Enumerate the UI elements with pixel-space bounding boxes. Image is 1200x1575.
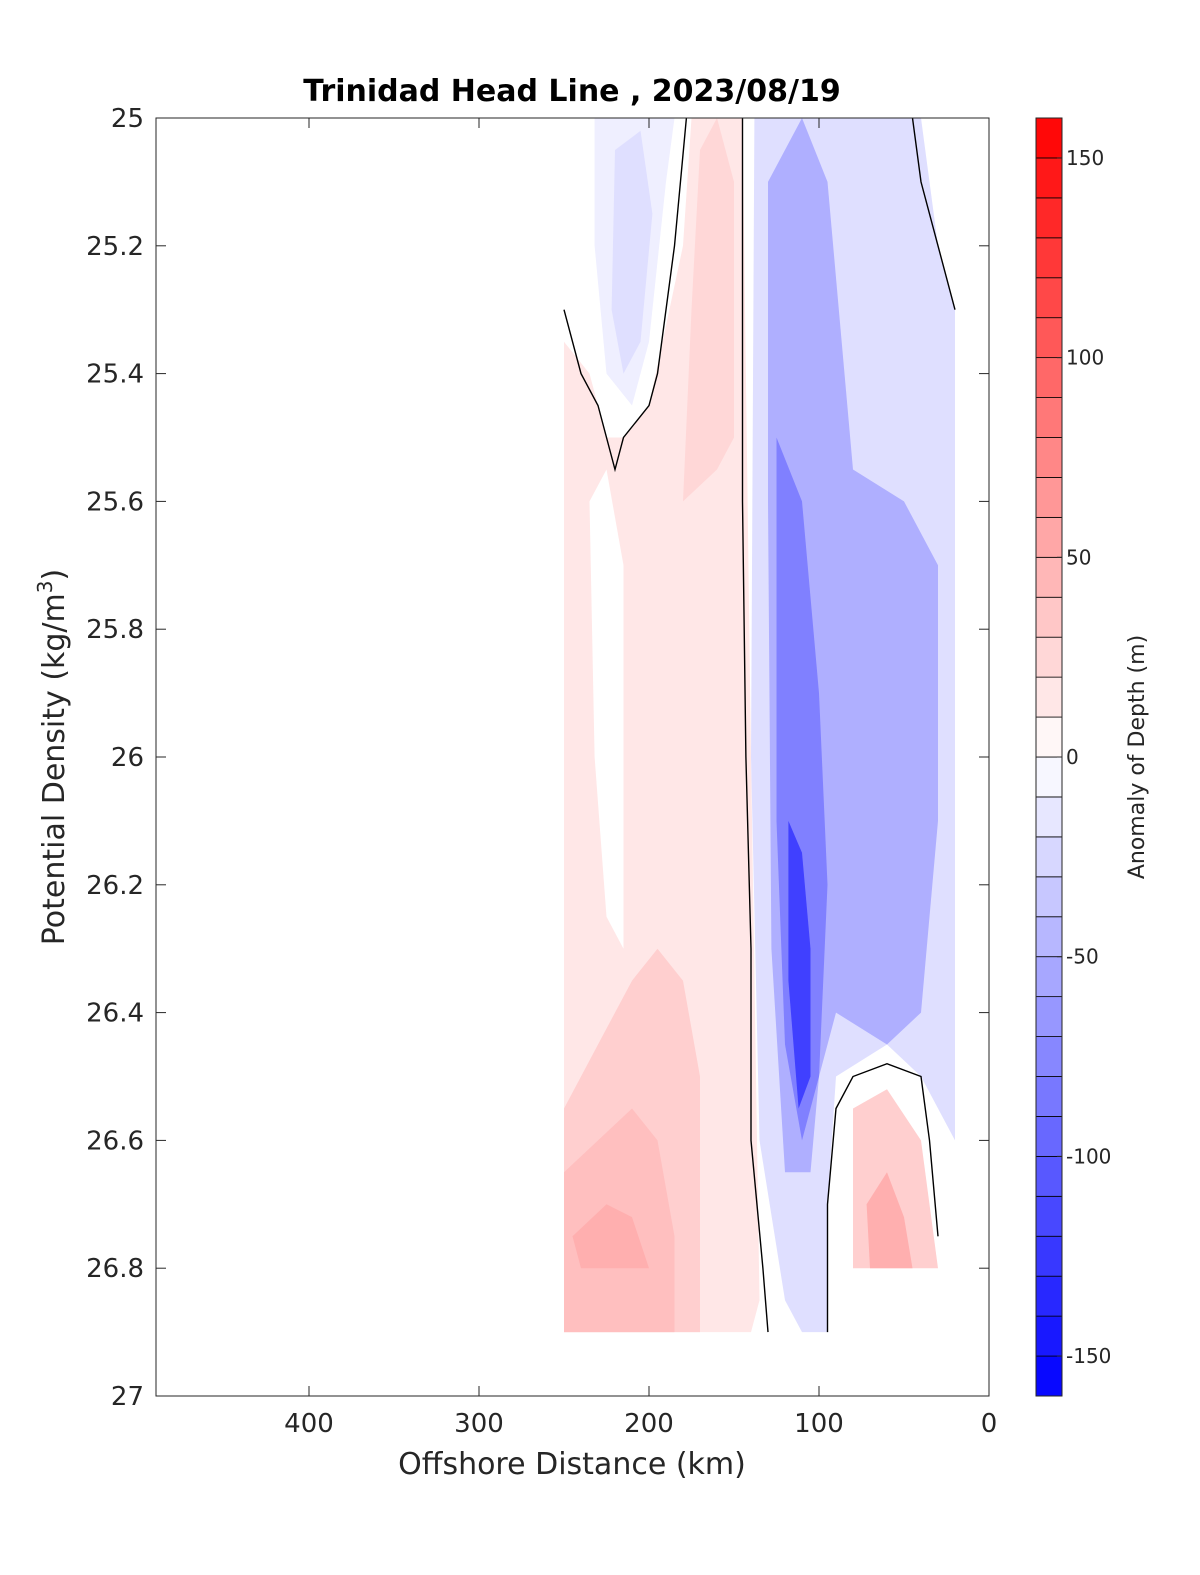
colorbar-segment	[1035, 1275, 1063, 1317]
x-tick-label-3: 100	[794, 1409, 844, 1439]
contour-region-1	[683, 118, 734, 502]
colorbar-segment	[1035, 836, 1063, 878]
colorbar-segment	[1035, 317, 1063, 359]
x-tick-label-4: 0	[981, 1409, 998, 1439]
colorbar-segment	[1035, 596, 1063, 638]
colorbar-segment	[1035, 477, 1063, 518]
colorbar-segment	[1035, 1116, 1063, 1157]
colorbar-tick-label-3: 0	[1066, 745, 1079, 769]
contour-region-13	[866, 1172, 913, 1269]
colorbar-segment	[1035, 956, 1063, 998]
colorbar-segment	[1035, 796, 1063, 838]
colorbar-segment	[1035, 197, 1063, 239]
colorbar-tick-label-1: 100	[1066, 346, 1104, 370]
colorbar-tick-label-5: -100	[1066, 1144, 1111, 1168]
colorbar-tick-label-2: 50	[1066, 545, 1091, 569]
y-tick-label-5: 26	[111, 743, 144, 773]
contour-region-11	[788, 820, 811, 1109]
colorbar-segment	[1035, 676, 1063, 718]
colorbar-segment	[1035, 437, 1063, 478]
x-tick-label-1: 300	[454, 1409, 504, 1439]
plot-area: 400 300 200 100 0 25 25.2 25.4 25.6 25.8 26 26.2 26.…	[86, 104, 997, 1439]
colorbar-segment	[1035, 1315, 1063, 1357]
colorbar-segment	[1035, 1355, 1063, 1397]
y-axis-label-end: )	[37, 569, 72, 581]
colorbar-segment	[1035, 157, 1063, 199]
y-tick-label-8: 26.6	[86, 1126, 144, 1156]
y-tick-label-4: 25.8	[86, 615, 144, 645]
contour-fills	[563, 118, 956, 1333]
zero-contour-1	[741, 118, 769, 1333]
colorbar-tick-label-6: -150	[1066, 1344, 1111, 1368]
y-tick-label-3: 25.6	[86, 487, 144, 517]
x-tick-label-2: 200	[624, 1409, 674, 1439]
y-axis-label-main: Potential Density (kg/m	[37, 593, 72, 945]
colorbar-segment	[1035, 1036, 1063, 1077]
y-tick-label-9: 26.8	[86, 1254, 144, 1284]
colorbar-segment	[1035, 516, 1063, 558]
contour-region-5	[589, 469, 624, 949]
y-tick-label-1: 25.2	[86, 232, 144, 262]
colorbar-segment	[1035, 996, 1063, 1037]
chart-title: Trinidad Head Line , 2023/08/19	[303, 74, 840, 109]
colorbar-segment	[1035, 1155, 1063, 1197]
zero-contour-3	[911, 118, 956, 310]
colorbar-segment	[1035, 636, 1063, 678]
colorbar-label: Anomaly of Depth (m)	[1125, 635, 1150, 879]
colorbar-segment	[1035, 397, 1063, 438]
colorbar-segment	[1035, 117, 1063, 159]
colorbar-tick-label-4: -50	[1066, 945, 1099, 969]
colorbar-segment	[1035, 357, 1063, 398]
y-tick-label-7: 26.4	[86, 999, 144, 1029]
colorbar-segment	[1035, 876, 1063, 918]
y-tick-label-2: 25.4	[86, 360, 144, 390]
colorbar-segment	[1035, 916, 1063, 958]
y-tick-label-0: 25	[111, 104, 144, 134]
x-axis-label: Offshore Distance (km)	[398, 1447, 746, 1482]
zero-contour-0	[563, 118, 688, 473]
colorbar-segment	[1035, 1235, 1063, 1277]
colorbar-segment	[1035, 277, 1063, 319]
y-axis-label: Potential Density (kg/m3)	[33, 569, 72, 945]
contour-region-7	[611, 130, 653, 374]
colorbar-segment	[1035, 237, 1063, 279]
colorbar: 150 100 50 0 -50 -100 -150	[1035, 117, 1111, 1397]
zero-contour-2	[826, 1062, 939, 1333]
y-tick-label-10: 27	[111, 1382, 144, 1412]
y-axis-label-sup: 3	[33, 580, 57, 593]
colorbar-segment	[1035, 756, 1063, 798]
colorbar-segment	[1035, 1076, 1063, 1117]
x-tick-label-0: 400	[284, 1409, 334, 1439]
contour-region-4	[572, 1204, 649, 1269]
colorbar-segment	[1035, 556, 1063, 598]
colorbar-segment	[1035, 1195, 1063, 1237]
colorbar-tick-label-0: 150	[1066, 146, 1104, 170]
colorbar-segment	[1035, 716, 1063, 758]
y-tick-label-6: 26.2	[86, 871, 144, 901]
